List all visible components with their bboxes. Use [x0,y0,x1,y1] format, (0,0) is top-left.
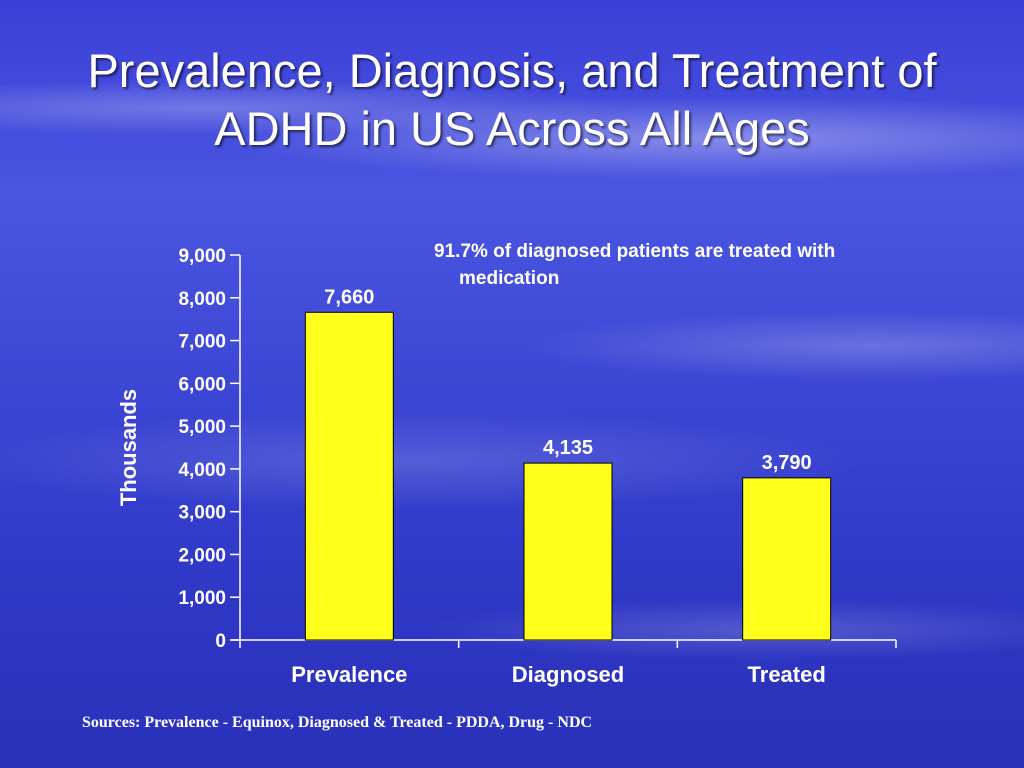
x-tick-label: Diagnosed [512,662,624,687]
annotation-line-1: 91.7% of diagnosed patients are treated … [434,241,836,262]
y-axis-title: Thousands [116,389,141,506]
y-tick-label: 4,000 [178,460,226,481]
y-tick-label: 1,000 [178,588,226,609]
x-tick-label: Prevalence [291,662,407,687]
y-tick-label: 6,000 [178,374,226,395]
y-tick-label: 9,000 [178,246,226,267]
bar-treated [742,477,832,641]
y-tick-label: 7,000 [178,332,226,353]
bar-prevalence [304,311,394,641]
annotation-line-2: medication [459,268,560,289]
title-line-2: ADHD in US Across All Ages [214,102,810,155]
chart-annotation: 91.7% of diagnosed patients are treated … [434,238,934,292]
y-tick-label: 3,000 [178,503,226,524]
bar-diagnosed [523,462,613,641]
title-line-1: Prevalence, Diagnosis, and Treatment of [87,44,937,97]
bar-value-label: 7,660 [324,286,374,308]
y-tick-label: 8,000 [178,289,226,310]
y-tick-label: 2,000 [178,545,226,566]
bar-value-label: 4,135 [543,437,593,459]
y-tick-label: 5,000 [178,417,226,438]
bar-value-label: 3,790 [762,452,812,474]
slide-title: Prevalence, Diagnosis, and Treatment of … [0,42,1024,158]
x-tick-label: Treated [748,662,826,687]
sources-note: Sources: Prevalence - Equinox, Diagnosed… [82,714,593,731]
y-tick-label: 0 [215,631,226,652]
